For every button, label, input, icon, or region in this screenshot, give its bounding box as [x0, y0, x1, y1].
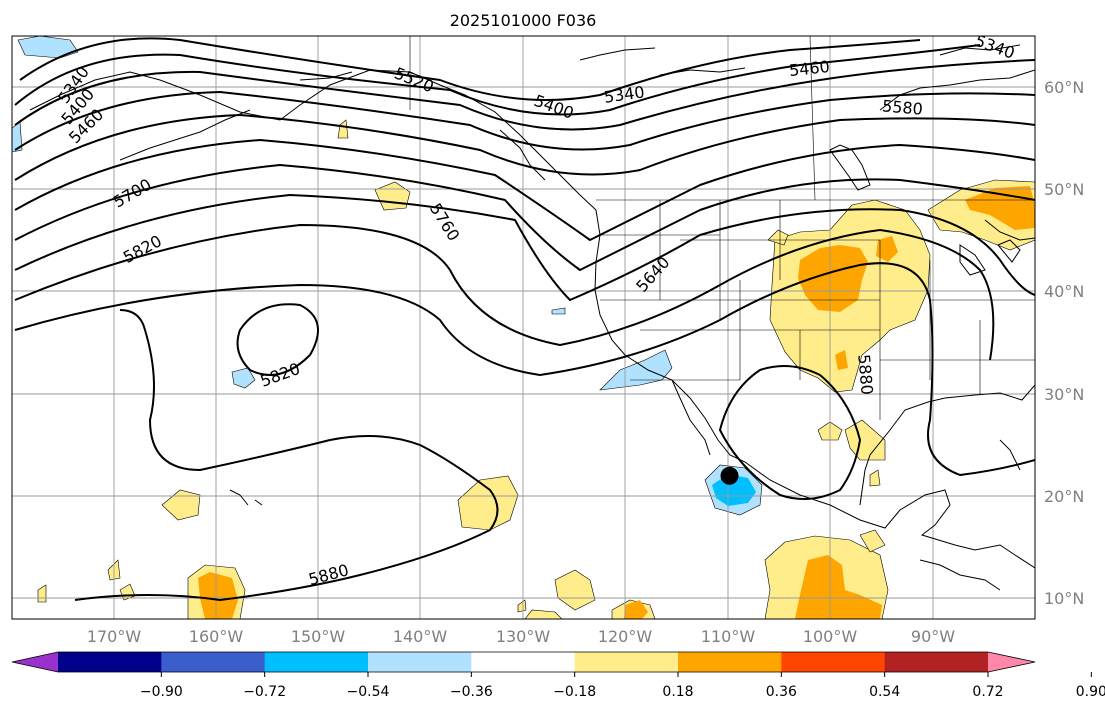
lon-label: 120°W — [598, 627, 653, 646]
colorbar-outline — [11, 651, 1036, 673]
lat-label: 10°N — [1044, 589, 1084, 608]
colorbar-segment — [161, 652, 266, 672]
colorbar-segment — [368, 652, 472, 672]
colorbar-segment — [678, 652, 782, 672]
map-area: 5340 5400 5460 5520 5400 5340 5460 5580 … — [12, 36, 1035, 619]
height-contours — [14, 37, 1035, 602]
colorbar-tick-label: −0.36 — [450, 684, 493, 700]
colorbar-tick-label: −0.90 — [140, 684, 183, 700]
map-frame — [11, 35, 1036, 620]
colorbar-tick-label: 0.54 — [869, 684, 900, 700]
lat-label: 30°N — [1044, 385, 1084, 404]
lat-label: 40°N — [1044, 282, 1084, 301]
lon-label: 140°W — [393, 627, 448, 646]
colorbar-tick-label: −0.18 — [553, 684, 596, 700]
colorbar-segment — [574, 652, 679, 672]
latitude-labels: 60°N 50°N 40°N 30°N 20°N 10°N — [1044, 78, 1084, 608]
colorbar-tick-label: 0.18 — [662, 684, 693, 700]
lat-label: 50°N — [1044, 180, 1084, 199]
colorbar-segment — [781, 652, 886, 672]
longitude-labels: 170°W 160°W 150°W 140°W 130°W 120°W 110°… — [87, 627, 955, 646]
colorbar-segment — [471, 652, 576, 672]
colorbar-segment — [884, 652, 989, 672]
lon-label: 130°W — [496, 627, 551, 646]
lat-label: 20°N — [1044, 487, 1084, 506]
colorbar-extend-high — [988, 652, 1035, 672]
lon-label: 90°W — [911, 627, 955, 646]
lon-label: 110°W — [701, 627, 756, 646]
colorbar-tick-label: 0.72 — [972, 684, 1003, 700]
contour-label: 5460 — [788, 57, 830, 80]
graticule — [12, 36, 1035, 619]
colorbar-tick-label: 0.90 — [1076, 684, 1105, 700]
colorbar: −0.90 −0.72 −0.54 −0.36 −0.18 0.18 0.36 0.54 0.7… — [11, 651, 1105, 700]
colorbar-extend-low — [12, 652, 58, 672]
colorbar-tick-label: 0.36 — [766, 684, 797, 700]
map-title: 2025101000 F036 — [450, 11, 597, 30]
colorbar-segment — [58, 652, 162, 672]
colorbar-tick-label: −0.72 — [243, 684, 286, 700]
coastlines — [29, 44, 1035, 591]
contour-label: 5880 — [854, 353, 876, 395]
colorbar-tick-label: −0.54 — [347, 684, 390, 700]
lat-label: 60°N — [1044, 78, 1084, 97]
lon-label: 100°W — [803, 627, 858, 646]
lon-label: 170°W — [87, 627, 142, 646]
shading-positive-medium — [198, 186, 1035, 619]
colorbar-segment — [264, 652, 369, 672]
location-marker — [720, 466, 739, 485]
contour-label: 5580 — [881, 96, 923, 118]
lon-label: 150°W — [291, 627, 346, 646]
lon-label: 160°W — [189, 627, 244, 646]
